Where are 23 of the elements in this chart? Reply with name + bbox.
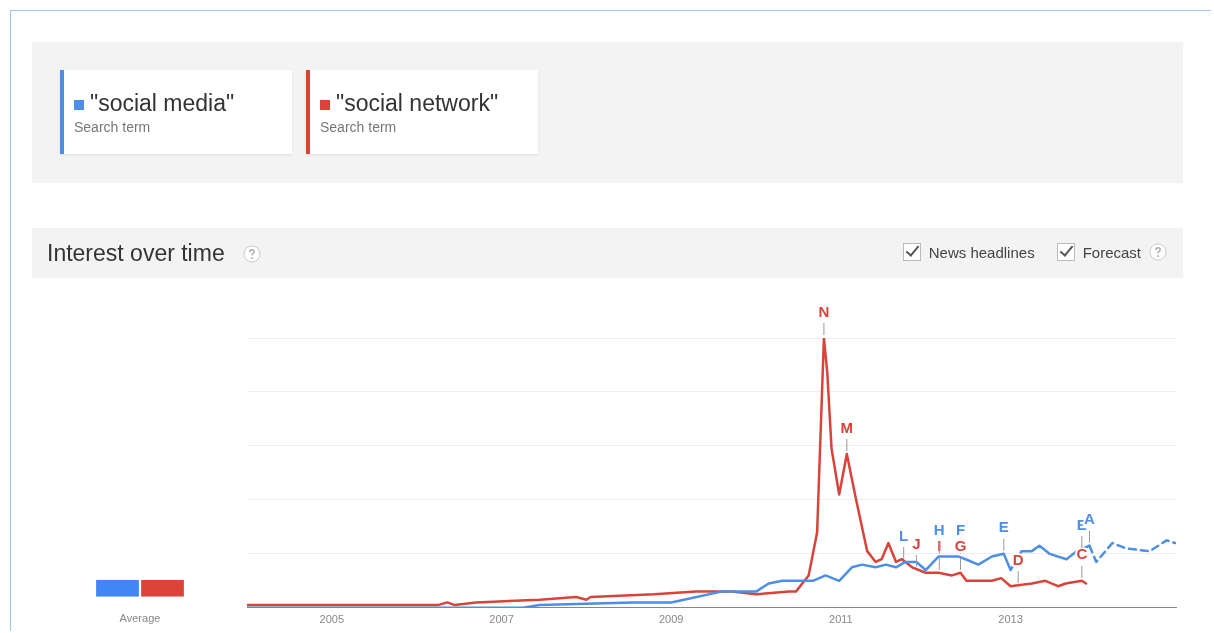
text: Average <box>118 612 162 624</box>
annotation: L <box>899 526 909 544</box>
annotation: I <box>937 537 942 555</box>
x-tick-label: 2007 <box>489 613 514 626</box>
x-tick-label: 2013 <box>998 613 1023 626</box>
annotation: H <box>933 521 945 539</box>
annotation: E <box>998 518 1009 536</box>
annotation: C <box>1076 545 1088 563</box>
text: Search term <box>320 119 398 135</box>
x-tick-label: 2009 <box>658 613 684 626</box>
annotation: J <box>912 534 921 552</box>
annotation: F <box>955 521 966 539</box>
chart-title: Interest over time <box>47 240 225 267</box>
legend-label: "social media" <box>90 90 235 116</box>
text: Forecast <box>1082 243 1141 261</box>
x-tick-label: 2011 <box>829 613 853 626</box>
annotation: N <box>818 302 830 320</box>
text: News headlines <box>928 243 1035 261</box>
annotation: G <box>954 537 967 555</box>
x-tick-label: 2005 <box>319 613 345 626</box>
legend-label: "social network" <box>336 90 499 116</box>
text: Search term <box>74 119 152 135</box>
annotation: M <box>840 418 854 436</box>
